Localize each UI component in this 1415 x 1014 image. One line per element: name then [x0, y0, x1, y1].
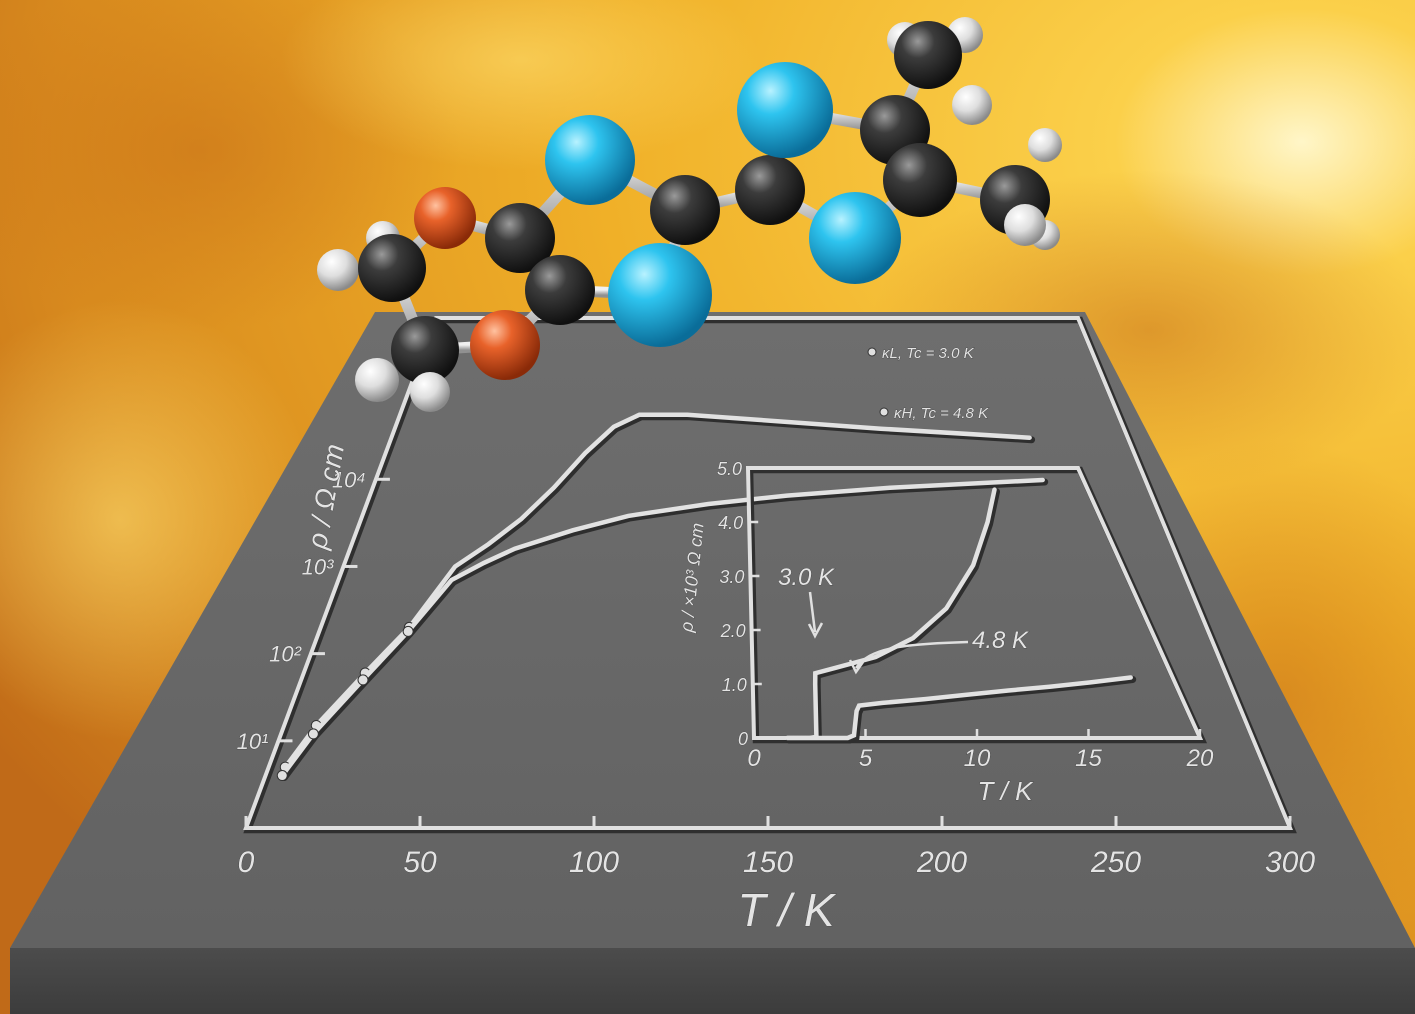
nitrogen-atom — [608, 243, 712, 347]
main-x-ticks: 0 50 100 150 200 250 300 — [237, 816, 1316, 879]
molecule — [317, 17, 1062, 412]
inset-annotation-2: 4.8 K — [972, 627, 1029, 654]
main-y-tick-label: 10² — [269, 642, 301, 667]
main-y-tick-label: 10³ — [302, 554, 334, 579]
inset-x-tick-label: 15 — [1075, 745, 1102, 772]
carbon-atom — [525, 255, 595, 325]
inset-y-tick-label: 2.0 — [720, 621, 746, 641]
inset-y-tick-label: 4.0 — [718, 513, 743, 533]
inset-x-axis-label: T / K — [978, 776, 1035, 806]
main-series-line-1 — [283, 412, 1032, 770]
main-x-tick-label: 300 — [1265, 846, 1315, 879]
inset-arrow-1 — [807, 591, 824, 639]
nitrogen-atom — [809, 192, 901, 284]
main-x-axis-label: T / K — [737, 884, 836, 936]
legend-label-1: κL, Tc = 3.0 K — [882, 345, 975, 362]
inset-series-line-2 — [785, 675, 1133, 741]
main-y-tick-label: 10¹ — [237, 729, 269, 754]
main-data-point — [276, 770, 288, 782]
inset-x-tick-label: 20 — [1186, 745, 1214, 772]
hydrogen-atom — [1004, 204, 1046, 246]
carbon-atom — [883, 143, 957, 217]
legend-marker-2 — [879, 407, 889, 417]
main-x-tick-label: 0 — [238, 846, 255, 879]
main-data-point — [357, 674, 369, 686]
main-y-tick-label: 10⁴ — [332, 467, 366, 492]
carbon-atom — [485, 203, 555, 273]
oxygen-atom — [470, 310, 540, 380]
main-x-tick-label: 250 — [1090, 846, 1141, 879]
main-x-tick-label: 100 — [569, 846, 619, 879]
hydrogen-atom — [952, 85, 992, 125]
main-y-ticks: 10¹ 10² 10³ 10⁴ — [236, 467, 390, 754]
inset-y-tick-label: 3.0 — [719, 567, 744, 587]
inset-y-tick-label: 5.0 — [717, 459, 742, 479]
carbon-atom — [358, 234, 426, 302]
oxygen-atom — [414, 187, 476, 249]
main-data-point — [307, 728, 319, 740]
carbon-atom — [650, 175, 720, 245]
inset-arrow-2 — [848, 640, 969, 675]
main-x-tick-label: 150 — [743, 846, 793, 879]
hydrogen-atom — [355, 358, 399, 402]
hydrogen-atom — [317, 249, 359, 291]
hydrogen-atom — [1028, 128, 1062, 162]
background-blotch — [280, 0, 760, 170]
inset-y-tick-label: 0 — [738, 729, 748, 749]
legend-label-2: κH, Tc = 4.8 K — [894, 405, 989, 422]
inset-chart: 0 5 10 15 20 0 1.0 2.0 3.0 4.0 5.0 3.0 K 4.8 K T … — [676, 459, 1214, 807]
inset-y-tick-label: 1.0 — [722, 675, 747, 695]
carbon-atom — [894, 21, 962, 89]
hydrogen-atom — [410, 372, 450, 412]
slab-front — [10, 948, 1415, 1014]
main-x-tick-label: 50 — [403, 846, 437, 879]
main-data-point — [402, 625, 414, 637]
carbon-atom — [391, 316, 459, 384]
nitrogen-atom — [545, 115, 635, 205]
inset-x-tick-label: 10 — [964, 745, 991, 772]
inset-x-tick-label: 0 — [747, 745, 761, 772]
main-curves — [276, 412, 1049, 782]
carbon-atom — [735, 155, 805, 225]
nitrogen-atom — [737, 62, 833, 158]
legend-marker-1 — [867, 347, 877, 357]
inset-x-tick-label: 5 — [859, 745, 873, 772]
inset-y-ticks: 0 1.0 2.0 3.0 4.0 5.0 — [717, 459, 763, 749]
inset-annotation-1: 3.0 K — [778, 564, 835, 591]
main-x-tick-label: 200 — [916, 846, 967, 879]
inset-x-ticks: 0 5 10 15 20 — [747, 729, 1214, 772]
